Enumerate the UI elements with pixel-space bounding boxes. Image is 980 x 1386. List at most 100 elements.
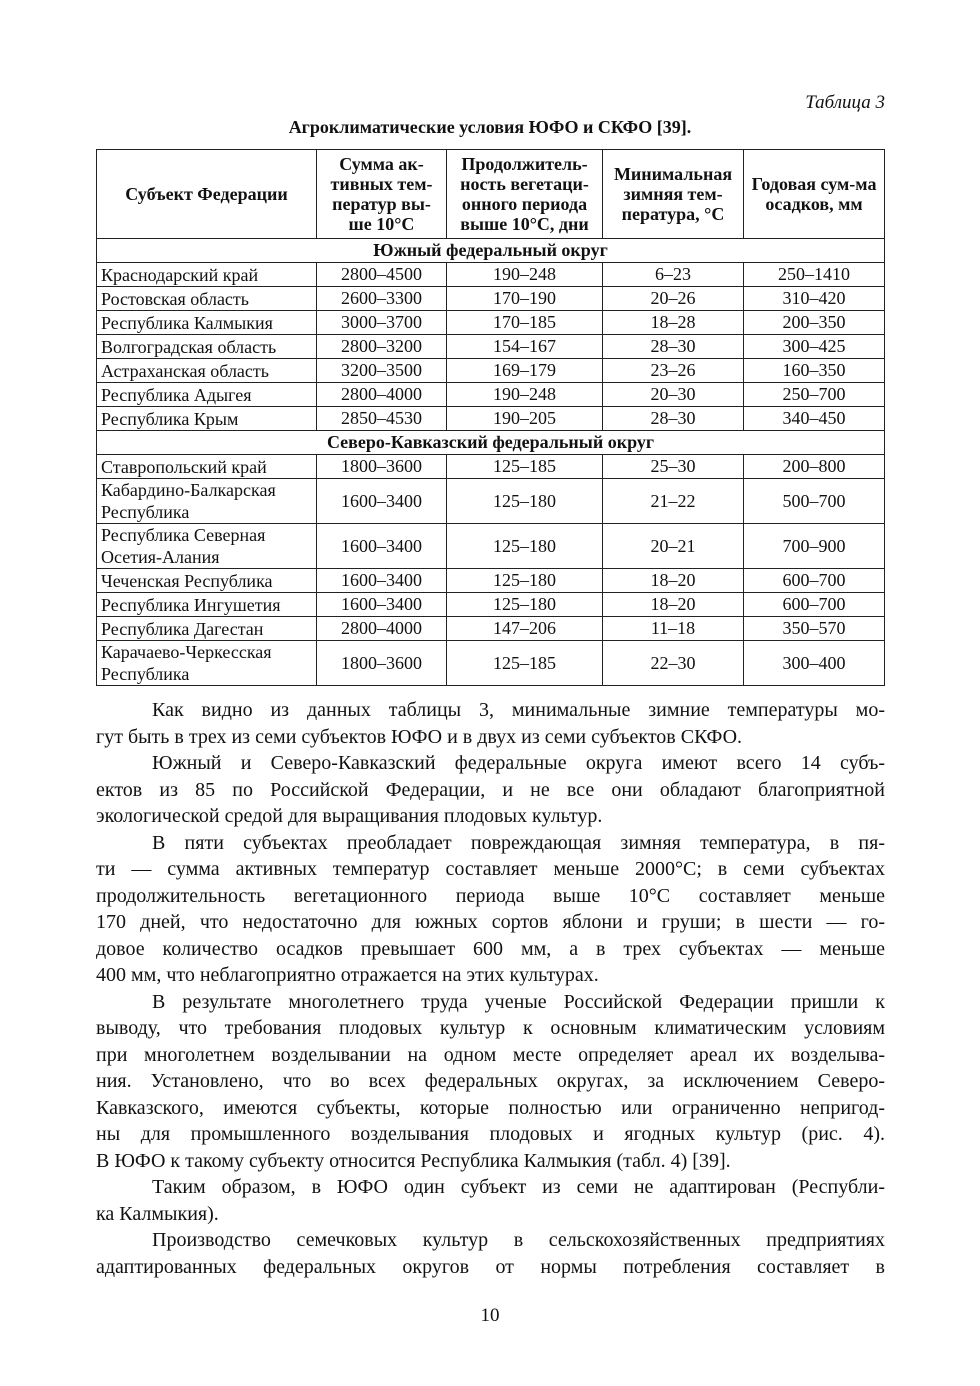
text-line: 400 мм, что неблагоприятно отражается на… xyxy=(96,964,599,986)
value-cell: 170–185 xyxy=(446,310,603,335)
value-cell: 190–248 xyxy=(446,262,603,287)
paragraph: В результате многолетнего труда ученые Р… xyxy=(96,989,885,1175)
value-cell: 125–185 xyxy=(446,640,603,686)
value-cell: 200–350 xyxy=(743,310,885,335)
subject-cell: Волгоградская область xyxy=(96,334,317,359)
value-cell: 340–450 xyxy=(743,406,885,431)
table-row: Астраханская область 3200–3500 169–179 23–2… xyxy=(96,358,885,383)
value-cell: 169–179 xyxy=(446,358,603,383)
table-row: Карачаево-Черкесская Республика 1800–3600… xyxy=(96,640,885,686)
column-header: Годовая сум-ма осадков, мм xyxy=(743,149,885,239)
text-line: гут быть в трех из семи субъектов ЮФО и … xyxy=(96,725,743,748)
value-cell: 3000–3700 xyxy=(316,310,447,335)
table-row: Республика Северная Осетия-Алания 1600–34… xyxy=(96,523,885,569)
value-cell: 250–700 xyxy=(743,382,885,407)
value-cell: 1600–3400 xyxy=(316,592,447,617)
text-line: выводу, что требования плодовых культур … xyxy=(96,1017,885,1039)
subject-cell: Республика Калмыкия xyxy=(96,310,317,335)
value-cell: 1600–3400 xyxy=(316,523,447,569)
table-row: Волгоградская область 2800–3200 154–167 28–… xyxy=(96,334,885,359)
text-line: адаптированных федеральных округов от но… xyxy=(96,1255,885,1278)
value-cell: 18–20 xyxy=(602,592,744,617)
value-cell: 200–800 xyxy=(743,454,885,479)
text-line: экологической средой для выращивания пло… xyxy=(96,805,603,827)
value-cell: 23–26 xyxy=(602,358,744,383)
value-cell: 25–30 xyxy=(602,454,744,479)
value-cell: 125–180 xyxy=(446,568,603,593)
value-cell: 600–700 xyxy=(743,568,885,593)
value-cell: 300–425 xyxy=(743,334,885,359)
table-row: Республика Крым 2850–4530 190–205 28–30 340–… xyxy=(96,406,885,431)
text-line: довое количество осадков превышает 600 м… xyxy=(96,937,885,960)
text-line: Кавказского, имеются субъекты, которые п… xyxy=(96,1096,885,1119)
value-cell: 125–180 xyxy=(446,592,603,617)
table-row: Чеченская Республика 1600–3400 125–180 18–2… xyxy=(96,568,885,593)
subject-cell: Республика Ингушетия xyxy=(96,592,317,617)
value-cell: 2800–3200 xyxy=(316,334,447,359)
table-header-row: Субъект Федерации Сумма ак-тивных тем-пер… xyxy=(96,149,885,239)
value-cell: 2800–4000 xyxy=(316,382,447,407)
body-text: Как видно из данных таблицы 3, минимальн… xyxy=(96,697,885,1280)
value-cell: 18–20 xyxy=(602,568,744,593)
subject-cell: Республика Адыгея xyxy=(96,382,317,407)
value-cell: 2800–4000 xyxy=(316,616,447,641)
group-row: Южный федеральный округ xyxy=(96,238,885,263)
table-row: Республика Адыгея 2800–4000 190–248 20–30 25… xyxy=(96,382,885,407)
table-label: Таблица 3 xyxy=(805,92,885,113)
value-cell: 160–350 xyxy=(743,358,885,383)
table-row: Ставропольский край 1800–3600 125–185 25–30… xyxy=(96,454,885,479)
subject-cell: Республика Северная Осетия-Алания xyxy=(96,523,317,569)
agroclimatic-table: Субъект Федерации Сумма ак-тивных тем-пер… xyxy=(96,149,885,686)
text-line: В пяти субъектах преобладает повреждающа… xyxy=(152,831,885,854)
value-cell: 310–420 xyxy=(743,286,885,311)
text-line: Южный и Северо-Кавказский федеральные ок… xyxy=(152,752,885,774)
text-line: ти — сумма активных температур составляе… xyxy=(96,858,885,880)
table-title: Агроклиматические условия ЮФО и СКФО [39… xyxy=(288,117,692,137)
value-cell: 20–30 xyxy=(602,382,744,407)
value-cell: 125–185 xyxy=(446,454,603,479)
value-cell: 250–1410 xyxy=(743,262,885,287)
value-cell: 700–900 xyxy=(743,523,885,569)
subject-cell: Астраханская область xyxy=(96,358,317,383)
subject-cell: Карачаево-Черкесская Республика xyxy=(96,640,317,686)
text-line: Как видно из данных таблицы 3, минимальн… xyxy=(152,699,885,721)
value-cell: 170–190 xyxy=(446,286,603,311)
text-line: продолжительность вегетационного периода… xyxy=(96,884,885,907)
group-row: Северо-Кавказский федеральный округ xyxy=(96,430,885,455)
column-header: Продолжитель-ность вегетаци-онного перио… xyxy=(446,149,603,239)
value-cell: 125–180 xyxy=(446,478,603,524)
text-line: В результате многолетнего труда ученые Р… xyxy=(152,990,885,1013)
value-cell: 1600–3400 xyxy=(316,568,447,593)
paragraph: Производство семечковых культур в сельск… xyxy=(96,1227,885,1280)
value-cell: 350–570 xyxy=(743,616,885,641)
table-row: Республика Ингушетия 1600–3400 125–180 18–2… xyxy=(96,592,885,617)
table-row: Республика Калмыкия 3000–3700 170–185 18–28… xyxy=(96,310,885,335)
value-cell: 1800–3600 xyxy=(316,640,447,686)
value-cell: 600–700 xyxy=(743,592,885,617)
text-line: ния. Установлено, что во всех федеральны… xyxy=(96,1070,885,1092)
subject-cell: Республика Крым xyxy=(96,406,317,431)
value-cell: 20–26 xyxy=(602,286,744,311)
value-cell: 2800–4500 xyxy=(316,262,447,287)
value-cell: 6–23 xyxy=(602,262,744,287)
text-line: при многолетнем возделывании на одном ме… xyxy=(96,1043,885,1066)
value-cell: 190–205 xyxy=(446,406,603,431)
text-line: Таким образом, в ЮФО один субъект из сем… xyxy=(152,1176,885,1198)
text-line: В ЮФО к такому субъекту относится Респуб… xyxy=(96,1149,731,1172)
text-line: ны для промышленного возделывания плодов… xyxy=(96,1123,885,1145)
subject-cell: Ставропольский край xyxy=(96,454,317,479)
value-cell: 22–30 xyxy=(602,640,744,686)
page-number: 10 xyxy=(480,1305,500,1326)
table-row: Кабардино-Балкарская Республика 1600–3400… xyxy=(96,478,885,524)
value-cell: 154–167 xyxy=(446,334,603,359)
table-row: Краснодарский край 2800–4500 190–248 6–23 25… xyxy=(96,262,885,287)
column-header: Сумма ак-тивных тем-ператур вы-ше 10°С xyxy=(316,149,447,239)
value-cell: 20–21 xyxy=(602,523,744,569)
column-header: Минимальная зимняя тем-пература, °С xyxy=(602,149,744,239)
value-cell: 147–206 xyxy=(446,616,603,641)
value-cell: 1800–3600 xyxy=(316,454,447,479)
value-cell: 1600–3400 xyxy=(316,478,447,524)
value-cell: 2850–4530 xyxy=(316,406,447,431)
table-row: Ростовская область 2600–3300 170–190 20–26 3… xyxy=(96,286,885,311)
value-cell: 3200–3500 xyxy=(316,358,447,383)
